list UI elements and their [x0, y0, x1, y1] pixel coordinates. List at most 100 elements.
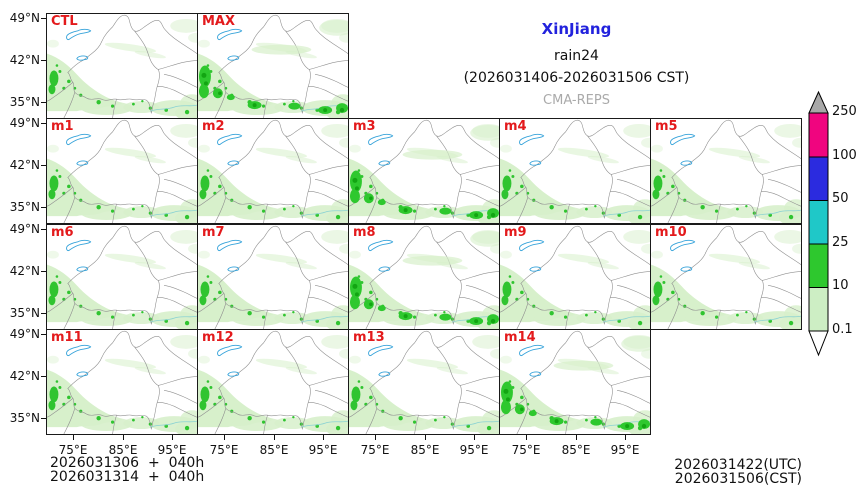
xinjiang-map — [198, 330, 348, 434]
x-tick-label: 85°E — [410, 443, 440, 457]
x-tick — [625, 435, 626, 440]
panel-m12: m12 — [197, 329, 349, 435]
colorbar-tick-label: 10 — [832, 278, 849, 293]
y-tick-label: 35°N — [9, 306, 40, 320]
panel-label: m1 — [51, 119, 74, 134]
panel-ctl: CTL — [46, 13, 198, 119]
panel-m3: m3 — [348, 118, 500, 224]
panel-label: m3 — [353, 119, 376, 134]
y-tick-label: 42°N — [9, 53, 40, 67]
init-time-line-2: 2026031314 + 040h — [50, 469, 205, 485]
x-tick — [123, 435, 124, 440]
colorbar-segment — [808, 112, 829, 158]
panel-label: m4 — [504, 119, 527, 134]
y-tick-label: 42°N — [9, 264, 40, 278]
x-tick-label: 75°E — [511, 443, 541, 457]
x-tick — [526, 435, 527, 440]
xinjiang-map — [47, 225, 197, 329]
y-tick — [41, 418, 46, 419]
x-tick — [274, 435, 275, 440]
y-tick — [41, 102, 46, 103]
panel-label: m13 — [353, 330, 385, 345]
xinjiang-map — [651, 119, 801, 223]
panel-label: m8 — [353, 225, 376, 240]
xinjiang-map — [500, 225, 650, 329]
colorbar-over-arrow — [808, 90, 829, 114]
y-tick — [41, 207, 46, 208]
y-tick — [41, 60, 46, 61]
panel-m9: m9 — [499, 224, 651, 330]
panel-label: m11 — [51, 330, 83, 345]
panel-label: m9 — [504, 225, 527, 240]
panel-m5: m5 — [650, 118, 802, 224]
x-tick — [172, 435, 173, 440]
x-tick-label: 95°E — [308, 443, 338, 457]
xinjiang-map — [198, 14, 348, 118]
panel-m11: m11 — [46, 329, 198, 435]
colorbar-under-arrow — [808, 330, 829, 357]
panel-max: MAX — [197, 13, 349, 119]
panel-m7: m7 — [197, 224, 349, 330]
y-tick-label: 35°N — [9, 200, 40, 214]
panel-label: CTL — [51, 14, 78, 29]
y-tick-label: 35°N — [9, 95, 40, 109]
y-tick — [41, 123, 46, 124]
x-tick-label: 95°E — [157, 443, 187, 457]
colorbar-tick-label: 25 — [832, 235, 849, 250]
panel-m1: m1 — [46, 118, 198, 224]
colorbar-tick-label: 250 — [832, 104, 857, 119]
panel-label: m14 — [504, 330, 536, 345]
xinjiang-map — [47, 14, 197, 118]
figure-title-period: (2026031406-2026031506 CST) — [463, 70, 690, 86]
colorbar-segment — [808, 156, 829, 201]
panel-m10: m10 — [650, 224, 802, 330]
figure-title-region: XinJiang — [541, 20, 612, 38]
x-tick — [474, 435, 475, 440]
y-tick-label: 49°N — [9, 116, 40, 130]
y-tick-label: 49°N — [9, 327, 40, 341]
panel-m4: m4 — [499, 118, 651, 224]
panel-m13: m13 — [348, 329, 500, 435]
y-tick — [41, 271, 46, 272]
panel-label: MAX — [202, 14, 236, 29]
panel-m8: m8 — [348, 224, 500, 330]
xinjiang-map — [47, 119, 197, 223]
xinjiang-map — [198, 119, 348, 223]
y-tick-label: 49°N — [9, 11, 40, 25]
y-tick — [41, 165, 46, 166]
xinjiang-map — [349, 225, 499, 329]
xinjiang-map — [47, 330, 197, 434]
x-tick — [375, 435, 376, 440]
x-tick-label: 95°E — [610, 443, 640, 457]
y-tick-label: 49°N — [9, 222, 40, 236]
valid-time-cst: 2026031506(CST) — [674, 471, 802, 487]
y-tick — [41, 18, 46, 19]
x-tick-label: 85°E — [108, 443, 138, 457]
xinjiang-map — [500, 119, 650, 223]
y-tick-label: 35°N — [9, 411, 40, 425]
figure-title-variable: rain24 — [554, 48, 599, 64]
x-tick-label: 75°E — [58, 443, 88, 457]
y-tick-label: 42°N — [9, 369, 40, 383]
panel-m6: m6 — [46, 224, 198, 330]
init-time-line-1: 2026031306 + 040h — [50, 455, 205, 471]
panel-m14: m14 — [499, 329, 651, 435]
xinjiang-map — [500, 330, 650, 434]
colorbar-segment — [808, 243, 829, 288]
x-tick-label: 85°E — [259, 443, 289, 457]
x-tick — [73, 435, 74, 440]
colorbar-segment — [808, 200, 829, 245]
x-tick — [576, 435, 577, 440]
figure-title-model: CMA-REPS — [543, 93, 610, 108]
panel-label: m2 — [202, 119, 225, 134]
x-tick — [425, 435, 426, 440]
x-tick-label: 75°E — [360, 443, 390, 457]
xinjiang-map — [349, 119, 499, 223]
panel-label: m12 — [202, 330, 234, 345]
colorbar — [808, 90, 829, 357]
x-tick-label: 95°E — [459, 443, 489, 457]
x-tick — [224, 435, 225, 440]
y-tick — [41, 229, 46, 230]
colorbar-tick-label: 50 — [832, 191, 849, 206]
colorbar-segment — [808, 287, 829, 332]
